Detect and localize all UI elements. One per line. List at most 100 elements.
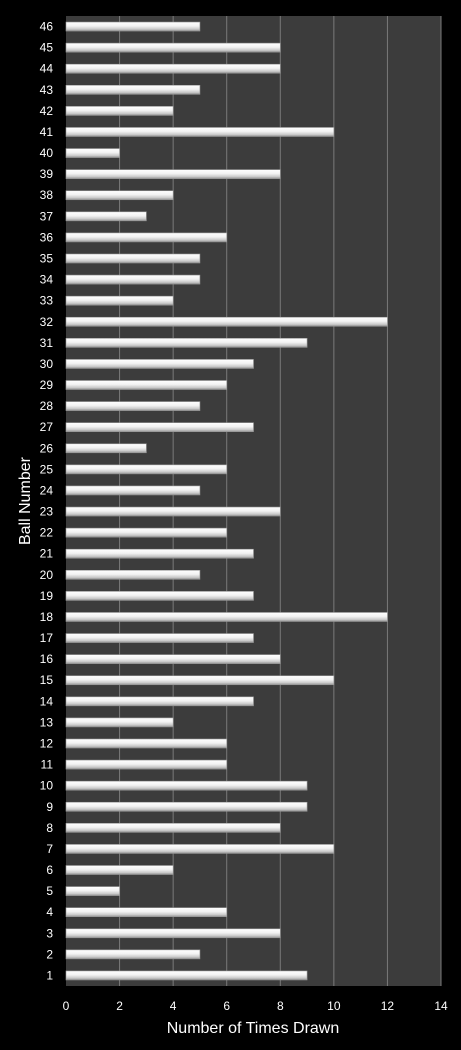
y-tick-label: 33 [40,294,54,308]
y-tick-label: 5 [46,884,53,898]
bar-ball-30 [65,359,254,369]
y-tick-label: 45 [40,41,54,55]
bar-ball-14 [65,696,254,707]
y-tick-label: 26 [40,441,54,455]
y-tick-label: 27 [40,420,54,434]
bar-ball-3 [65,928,281,939]
y-tick-label: 46 [40,20,54,34]
bar-ball-17 [65,633,254,643]
bar-ball-18 [65,612,388,622]
bar-ball-41 [65,127,335,137]
y-tick-label: 11 [41,758,54,772]
bar-ball-38 [65,190,174,201]
bar-ball-10 [65,780,308,791]
bar-ball-35 [65,253,201,264]
bars [65,21,388,981]
bar-ball-25 [65,464,228,475]
y-tick-label: 23 [40,505,54,519]
y-tick-label: 4 [46,905,53,919]
bar-ball-22 [65,527,228,538]
y-tick-label: 34 [40,273,54,287]
y-tick-label: 39 [40,167,54,181]
x-tick-label: 0 [63,999,70,1013]
bar-ball-23 [65,506,281,517]
y-tick-label: 31 [40,336,54,350]
y-tick-label: 16 [40,652,54,666]
y-tick-label: 28 [40,399,54,413]
bar-ball-19 [65,591,254,601]
bar-ball-33 [65,295,174,306]
y-tick-label: 30 [40,357,54,371]
y-tick-label: 36 [40,230,54,244]
y-tick-label: 40 [40,146,54,160]
bar-ball-13 [65,717,174,728]
bar-ball-43 [65,85,201,95]
bar-ball-42 [65,106,174,116]
y-tick-label: 2 [46,947,53,961]
bar-ball-11 [65,759,228,770]
y-tick-label: 29 [40,378,54,392]
y-tick-label: 38 [40,188,54,202]
y-tick-label: 19 [40,589,54,603]
y-tick-label: 20 [40,568,54,582]
x-tick-label: 14 [434,999,448,1013]
y-tick-label: 24 [40,483,54,497]
y-tick-label: 12 [40,737,54,751]
bar-ball-4 [65,907,228,917]
bar-ball-16 [65,654,281,664]
y-tick-label: 9 [46,800,53,814]
y-tick-label: 1 [46,968,53,982]
x-tick-label: 6 [223,999,230,1013]
x-tick-labels: 0 2 4 6 8 10 12 14 [63,999,448,1013]
y-tick-label: 18 [40,610,54,624]
y-tick-label: 32 [40,315,54,329]
y-tick-label: 44 [40,62,54,76]
x-tick-label: 4 [170,999,177,1013]
x-axis-title: Number of Times Drawn [167,1020,340,1037]
bar-ball-21 [65,548,254,559]
y-tick-label: 35 [40,252,54,266]
bar-ball-6 [65,865,174,875]
y-tick-label: 25 [40,462,54,476]
y-tick-label: 17 [40,631,54,645]
bar-ball-7 [65,844,335,854]
bar-ball-20 [65,570,201,580]
x-tick-label: 2 [116,999,123,1013]
bar-ball-29 [65,380,228,390]
y-tick-label: 3 [46,926,53,940]
y-tick-label: 37 [40,209,54,223]
bar-ball-34 [65,274,201,285]
bar-ball-5 [65,886,120,896]
bar-ball-32 [65,316,388,327]
y-tick-label: 13 [40,715,54,729]
y-tick-label: 41 [40,125,54,139]
bar-ball-1 [65,970,308,981]
bar-ball-12 [65,738,228,749]
bar-ball-27 [65,422,254,432]
y-tick-labels: 1234567891011121314151617181920212223242… [40,20,54,983]
bar-ball-24 [65,485,201,496]
bar-ball-8 [65,823,281,833]
y-tick-label: 42 [40,104,54,118]
y-tick-label: 14 [40,694,54,708]
bar-ball-15 [65,675,335,686]
bar-ball-36 [65,232,228,243]
bar-ball-31 [65,338,308,348]
bar-ball-40 [65,148,120,158]
y-tick-label: 15 [40,673,54,687]
y-tick-label: 21 [40,547,54,561]
y-tick-label: 22 [40,526,54,540]
bar-ball-39 [65,169,281,179]
y-tick-label: 10 [40,779,54,793]
y-tick-label: 8 [46,821,53,835]
bar-ball-28 [65,401,201,411]
y-axis-title: Ball Number [17,456,34,545]
bar-ball-37 [65,211,147,222]
plot-area [66,16,441,986]
bar-ball-44 [65,63,281,74]
bar-ball-45 [65,42,281,53]
y-tick-label: 43 [40,83,54,97]
x-tick-label: 12 [381,999,395,1013]
bar-ball-46 [65,21,201,32]
